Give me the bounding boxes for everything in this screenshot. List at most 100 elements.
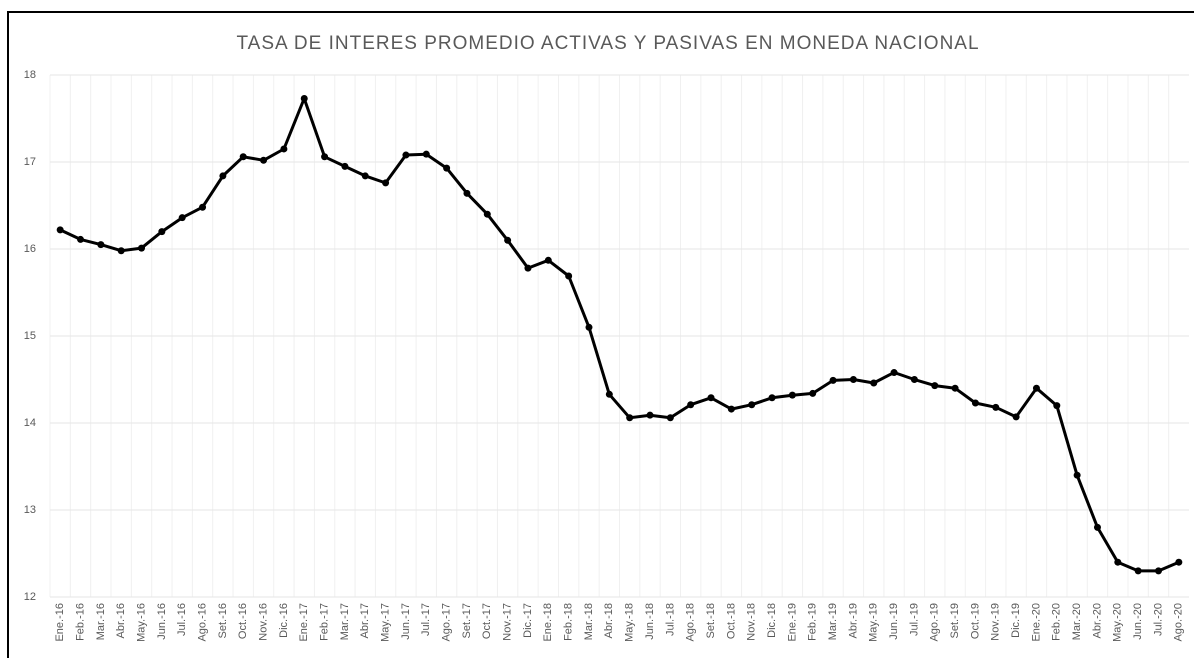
point bbox=[199, 203, 207, 211]
point bbox=[626, 414, 634, 422]
x-tick-label: Ene.-17 bbox=[298, 603, 310, 642]
point bbox=[504, 236, 512, 244]
chart-title: TASA DE INTERES PROMEDIO ACTIVAS Y PASIV… bbox=[236, 33, 979, 54]
y-tick-label: 18 bbox=[24, 69, 36, 81]
x-tick-label: Mar.-18 bbox=[583, 603, 595, 640]
point bbox=[829, 376, 837, 384]
point bbox=[910, 376, 918, 383]
x-tick-label: Ago.-19 bbox=[929, 603, 941, 642]
point bbox=[402, 151, 410, 159]
x-tick-label: Nov.-19 bbox=[990, 603, 1002, 641]
point bbox=[585, 323, 593, 331]
point bbox=[422, 150, 430, 158]
x-tick-label: Feb.-19 bbox=[807, 603, 819, 641]
x-tick-label: Ago.-16 bbox=[196, 603, 208, 642]
x-tick-label: Abr.-17 bbox=[359, 603, 371, 638]
x-tick-label: May.-20 bbox=[1112, 603, 1124, 642]
x-tick-label: Set.-17 bbox=[461, 603, 473, 638]
x-tick-label: May.-17 bbox=[380, 603, 392, 642]
x-tick-label: Feb.-16 bbox=[74, 603, 86, 641]
x-tick-label: Set.-18 bbox=[705, 603, 717, 638]
x-tick-label: Nov.-17 bbox=[502, 603, 514, 641]
x-tick-label: Abr.-18 bbox=[603, 603, 615, 638]
x-tick-label: Mar.-20 bbox=[1071, 603, 1083, 640]
point bbox=[788, 391, 796, 399]
point bbox=[768, 394, 776, 402]
point bbox=[646, 411, 654, 419]
point bbox=[890, 369, 898, 377]
point bbox=[849, 376, 857, 383]
point bbox=[321, 153, 329, 161]
y-tick-label: 13 bbox=[24, 504, 36, 516]
x-tick-label: Ene.-20 bbox=[1030, 603, 1042, 642]
x-tick-label: Jul.-20 bbox=[1152, 603, 1164, 636]
point bbox=[870, 379, 878, 387]
point bbox=[463, 189, 471, 197]
y-tick-label: 12 bbox=[24, 591, 36, 603]
x-tick-label: Nov.-16 bbox=[257, 603, 269, 641]
point bbox=[1032, 384, 1040, 392]
x-tick-label: Jun.-20 bbox=[1132, 603, 1144, 640]
x-tick-label: Jul.-17 bbox=[420, 603, 432, 636]
point bbox=[687, 401, 695, 409]
x-tick-label: Set.-16 bbox=[217, 603, 229, 638]
point bbox=[178, 214, 186, 222]
x-tick-label: Nov.-18 bbox=[746, 603, 758, 641]
point bbox=[931, 382, 939, 390]
x-tick-label: Jun.-17 bbox=[400, 603, 412, 640]
point bbox=[219, 172, 227, 180]
point bbox=[158, 228, 166, 236]
x-tick-label: Abr.-20 bbox=[1091, 603, 1103, 638]
point bbox=[1114, 558, 1122, 566]
x-tick-label: Jul.-18 bbox=[664, 603, 676, 636]
point bbox=[260, 156, 268, 164]
x-tick-label: Ene.-16 bbox=[54, 603, 66, 642]
point bbox=[1134, 567, 1142, 575]
x-tick-label: Ene.-19 bbox=[786, 603, 798, 642]
point bbox=[951, 384, 959, 392]
point bbox=[361, 172, 369, 180]
x-tick-label: Mar.-17 bbox=[339, 603, 351, 640]
x-tick-label: Dic.-18 bbox=[766, 603, 778, 638]
y-tick-label: 17 bbox=[24, 156, 36, 168]
point bbox=[117, 247, 125, 255]
point bbox=[77, 235, 85, 243]
point bbox=[544, 256, 552, 264]
point bbox=[483, 210, 491, 218]
point bbox=[524, 264, 532, 272]
x-tick-label: Jul.-16 bbox=[176, 603, 188, 636]
x-tick-label: Dic.-16 bbox=[278, 603, 290, 638]
point bbox=[1053, 402, 1061, 410]
y-tick-label: 16 bbox=[24, 243, 36, 255]
x-tick-label: Jun.-16 bbox=[156, 603, 168, 640]
x-tick-label: Ene.-18 bbox=[542, 603, 554, 642]
chart-frame bbox=[7, 11, 1194, 658]
y-tick-label: 14 bbox=[24, 417, 36, 429]
point bbox=[56, 226, 64, 234]
x-tick-label: Oct.-18 bbox=[725, 603, 737, 639]
x-tick-label: Ago.-20 bbox=[1173, 603, 1185, 642]
x-tick-label: Dic.-17 bbox=[522, 603, 534, 638]
point bbox=[239, 153, 247, 161]
x-tick-label: Feb.-17 bbox=[318, 603, 330, 641]
point bbox=[1154, 567, 1162, 575]
x-tick-label: Ago.-17 bbox=[441, 603, 453, 642]
point bbox=[138, 244, 146, 252]
x-tick-label: Feb.-20 bbox=[1051, 603, 1063, 641]
x-tick-label: Abr.-19 bbox=[847, 603, 859, 638]
x-tick-label: May.-18 bbox=[624, 603, 636, 642]
point bbox=[605, 390, 613, 398]
point bbox=[97, 241, 105, 249]
x-tick-label: Oct.-19 bbox=[969, 603, 981, 639]
x-tick-label: Jun.-19 bbox=[888, 603, 900, 640]
x-tick-label: Oct.-16 bbox=[237, 603, 249, 639]
x-tick-label: Oct.-17 bbox=[481, 603, 493, 639]
point bbox=[1012, 413, 1020, 421]
x-tick-label: Mar.-19 bbox=[827, 603, 839, 640]
point bbox=[565, 272, 573, 280]
point bbox=[1175, 558, 1183, 566]
point bbox=[1073, 471, 1081, 479]
point bbox=[443, 164, 451, 172]
point bbox=[300, 94, 308, 102]
